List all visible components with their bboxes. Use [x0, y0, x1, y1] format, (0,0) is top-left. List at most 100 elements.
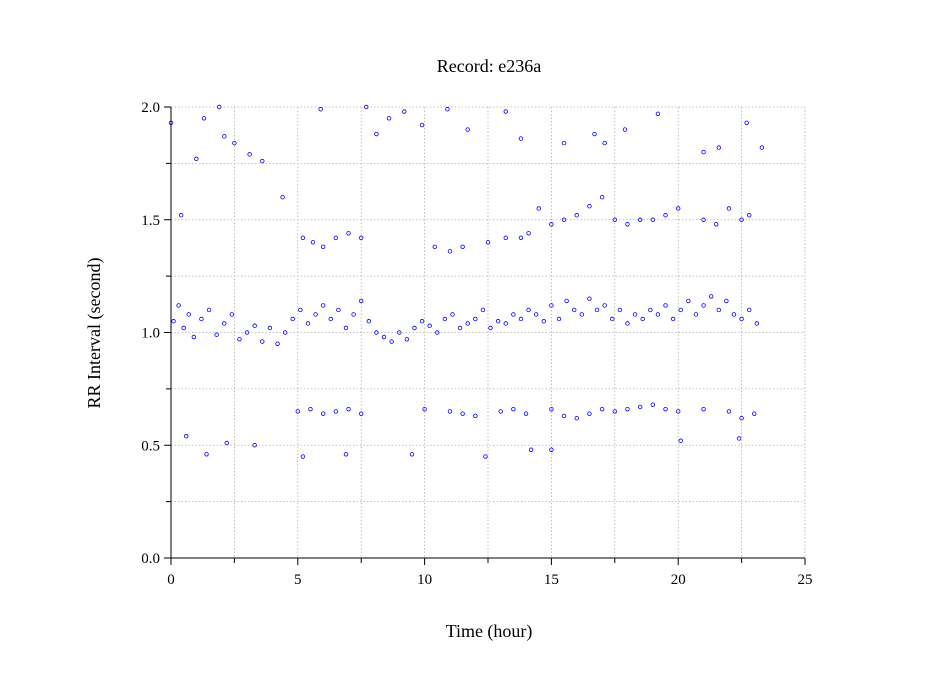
x-tick-label: 0: [167, 572, 175, 588]
data-point: [587, 411, 592, 416]
x-tick-label: 15: [544, 572, 559, 588]
data-point: [686, 298, 691, 304]
data-point: [422, 406, 427, 412]
data-point: [701, 303, 706, 308]
data-point: [320, 244, 326, 250]
data-point: [465, 127, 470, 132]
data-point: [739, 316, 744, 322]
data-point: [343, 325, 349, 331]
data-point: [267, 325, 273, 331]
data-point: [655, 312, 661, 317]
data-point: [625, 321, 630, 326]
data-point: [754, 321, 760, 326]
data-point: [308, 406, 313, 412]
x-tick-label: 20: [671, 572, 686, 588]
data-point: [206, 307, 212, 313]
data-point: [204, 452, 209, 457]
data-point: [412, 325, 417, 331]
data-point: [374, 131, 379, 137]
data-point: [549, 447, 554, 452]
data-point: [432, 244, 437, 250]
data-point: [518, 235, 524, 240]
data-point: [556, 316, 562, 322]
data-point: [561, 140, 567, 146]
data-point: [181, 325, 186, 331]
data-point: [450, 312, 455, 317]
data-point: [214, 332, 219, 337]
data-point: [574, 213, 579, 218]
data-point: [298, 307, 303, 313]
data-point: [404, 337, 410, 342]
data-point: [612, 409, 617, 414]
data-point: [518, 136, 524, 141]
x-tick-label: 25: [798, 572, 813, 588]
data-point: [473, 413, 478, 419]
data-point: [736, 436, 742, 441]
data-point: [747, 213, 752, 218]
x-tick-label: 5: [294, 572, 302, 588]
data-point: [676, 206, 681, 211]
data-point: [602, 303, 607, 308]
data-point: [541, 319, 546, 324]
data-point: [171, 319, 176, 324]
data-point: [366, 319, 372, 324]
data-point: [587, 204, 592, 209]
data-point: [701, 149, 706, 155]
data-point: [526, 231, 531, 236]
data-point: [389, 339, 394, 344]
data-point: [678, 307, 683, 313]
data-point: [427, 323, 432, 328]
data-point: [397, 330, 402, 335]
data-point: [280, 194, 285, 200]
y-tick-label: 2.0: [141, 100, 160, 116]
data-point: [724, 298, 729, 304]
data-point: [419, 122, 425, 128]
data-point: [739, 415, 744, 421]
data-point: [610, 316, 615, 322]
data-point: [346, 406, 351, 412]
chart-title: Record: e236a: [437, 56, 541, 76]
data-point: [199, 316, 204, 322]
data-point: [480, 307, 486, 313]
data-point: [528, 447, 534, 452]
data-point: [622, 127, 628, 132]
data-point: [409, 452, 415, 457]
data-point: [533, 312, 539, 317]
data-point: [632, 312, 638, 317]
data-point: [328, 316, 333, 322]
data-point: [457, 325, 463, 331]
data-point: [447, 409, 453, 414]
data-point: [663, 213, 668, 218]
data-point: [300, 454, 306, 459]
data-point: [176, 303, 181, 308]
data-point: [503, 109, 508, 114]
data-point: [364, 104, 369, 110]
data-point: [343, 452, 349, 457]
data-point: [184, 434, 189, 439]
data-point: [561, 217, 567, 222]
y-tick-label: 1.5: [141, 213, 160, 229]
data-point: [295, 409, 300, 414]
data-point: [222, 321, 227, 326]
x-axis-label: Time (hour): [446, 621, 533, 642]
data-point: [186, 312, 191, 317]
data-point: [579, 312, 585, 317]
data-point: [359, 235, 364, 240]
data-point: [511, 406, 516, 412]
data-point: [282, 330, 288, 335]
data-point: [637, 217, 643, 222]
data-point: [359, 411, 364, 416]
data-point: [564, 298, 569, 304]
data-point: [310, 240, 316, 245]
data-point: [194, 156, 199, 162]
data-points: [168, 104, 765, 459]
axes: [164, 106, 806, 565]
data-point: [333, 409, 339, 414]
data-point: [663, 406, 668, 412]
data-point: [640, 316, 645, 322]
data-point: [594, 307, 600, 313]
data-point: [747, 307, 752, 313]
data-point: [536, 206, 541, 211]
data-point: [592, 131, 597, 137]
data-point: [495, 319, 501, 324]
